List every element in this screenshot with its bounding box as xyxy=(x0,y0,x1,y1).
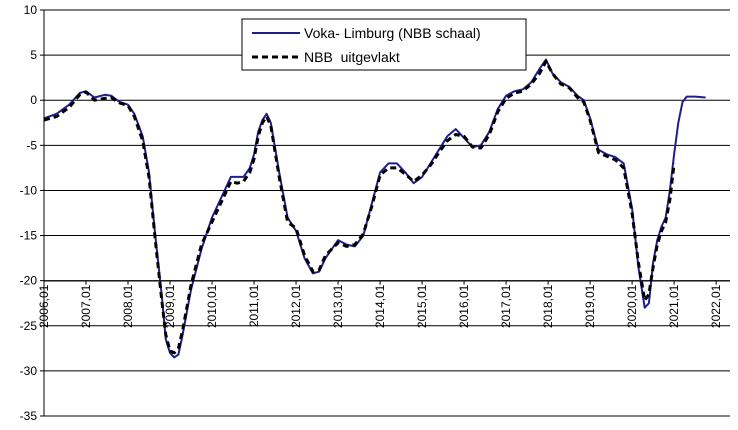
y-tick-label: 10 xyxy=(24,3,38,17)
legend-label-nbb: NBB uitgevlakt xyxy=(304,49,400,65)
y-tick-label: -35 xyxy=(20,409,38,423)
x-tick-label: 2018,01 xyxy=(541,284,555,328)
x-tick-label: 2014,01 xyxy=(373,284,387,328)
x-tick-label: 2010,01 xyxy=(205,284,219,328)
x-tick-label: 2020,01 xyxy=(625,284,639,328)
series-line-nbb-uitgevlakt xyxy=(43,59,676,355)
y-tick-label: -15 xyxy=(20,229,38,243)
x-tick-label: 2011,01 xyxy=(247,284,261,327)
x-tick-label: 2008,01 xyxy=(121,284,135,328)
x-tick-label: 2021,01 xyxy=(667,284,681,328)
legend: Voka- Limburg (NBB schaal) NBB uitgevlak… xyxy=(241,18,527,71)
x-tick-label: 2019,01 xyxy=(583,284,597,328)
x-tick-label: 2009,01 xyxy=(163,284,177,328)
y-tick-label: -20 xyxy=(20,274,38,288)
y-tick-label: -25 xyxy=(20,319,38,333)
x-axis-tick-labels: 2006,01 2007,01 2008,01 2009,01 2010,01 2011,… xyxy=(37,284,723,328)
y-tick-label: 0 xyxy=(30,93,37,107)
legend-box xyxy=(241,18,527,71)
x-tick-label: 2013,01 xyxy=(331,284,345,328)
legend-label-voka: Voka- Limburg (NBB schaal) xyxy=(304,25,481,41)
x-tick-label: 2017,01 xyxy=(499,284,513,328)
x-axis-tick-marks xyxy=(43,280,717,285)
x-tick-label: 2015,01 xyxy=(415,284,429,328)
y-tick-label: -5 xyxy=(26,138,37,152)
y-axis-tick-labels: 10 5 0 -5 -10 -15 -20 -25 -30 -35 xyxy=(20,3,44,423)
series-line-voka-limburg xyxy=(43,58,706,359)
y-tick-label: 5 xyxy=(30,48,37,62)
y-tick-label: -30 xyxy=(20,364,38,378)
y-tick-label: -10 xyxy=(20,183,38,197)
x-tick-label: 2007,01 xyxy=(79,284,93,328)
x-tick-label: 2012,01 xyxy=(289,284,303,328)
x-tick-label: 2022,01 xyxy=(709,284,723,328)
series-lines xyxy=(43,58,706,359)
x-tick-label: 2016,01 xyxy=(457,284,471,328)
